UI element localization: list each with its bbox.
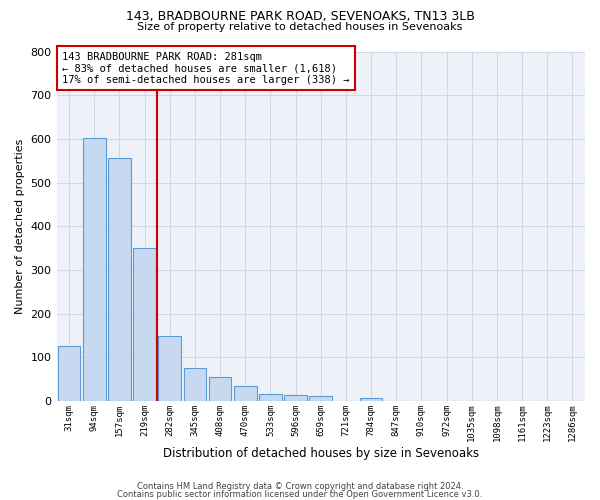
Bar — [58, 346, 80, 401]
Bar — [133, 248, 156, 401]
Bar — [284, 396, 307, 401]
Bar — [83, 138, 106, 401]
Y-axis label: Number of detached properties: Number of detached properties — [15, 138, 25, 314]
Bar — [234, 386, 257, 401]
Bar — [259, 394, 282, 401]
Text: 143, BRADBOURNE PARK ROAD, SEVENOAKS, TN13 3LB: 143, BRADBOURNE PARK ROAD, SEVENOAKS, TN… — [125, 10, 475, 23]
Bar — [209, 377, 232, 401]
Text: Size of property relative to detached houses in Sevenoaks: Size of property relative to detached ho… — [137, 22, 463, 32]
Bar — [158, 336, 181, 401]
Bar — [310, 396, 332, 401]
Text: Contains HM Land Registry data © Crown copyright and database right 2024.: Contains HM Land Registry data © Crown c… — [137, 482, 463, 491]
Bar — [360, 398, 382, 401]
Bar — [184, 368, 206, 401]
X-axis label: Distribution of detached houses by size in Sevenoaks: Distribution of detached houses by size … — [163, 447, 479, 460]
Bar — [108, 158, 131, 401]
Text: 143 BRADBOURNE PARK ROAD: 281sqm
← 83% of detached houses are smaller (1,618)
17: 143 BRADBOURNE PARK ROAD: 281sqm ← 83% o… — [62, 52, 349, 84]
Text: Contains public sector information licensed under the Open Government Licence v3: Contains public sector information licen… — [118, 490, 482, 499]
